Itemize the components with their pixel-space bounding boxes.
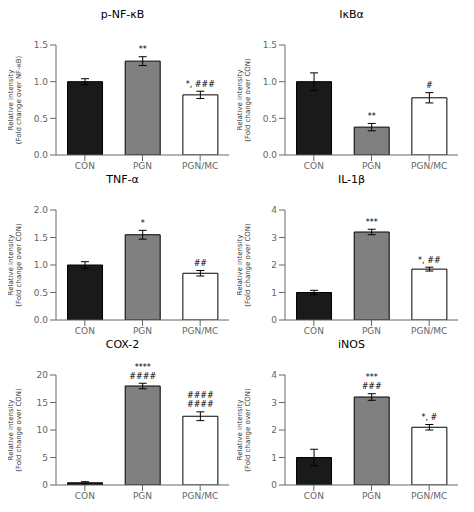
svg-text:**: ** xyxy=(139,45,147,54)
svg-text:PGN/MC: PGN/MC xyxy=(411,326,447,336)
svg-text:*, ##: *, ## xyxy=(418,256,441,265)
svg-text:Relative intensity(Fold change: Relative intensity(Fold change over CON) xyxy=(237,58,252,142)
svg-text:1.0: 1.0 xyxy=(263,77,278,87)
svg-text:*: * xyxy=(141,219,145,228)
svg-text:CON: CON xyxy=(304,491,324,501)
svg-text:***: *** xyxy=(366,218,378,227)
svg-text:CON: CON xyxy=(75,326,95,336)
svg-text:PGN/MC: PGN/MC xyxy=(182,491,218,501)
svg-text:1.5: 1.5 xyxy=(34,40,48,50)
svg-text:0.0: 0.0 xyxy=(34,315,49,325)
svg-text:0: 0 xyxy=(271,480,277,490)
svg-text:4: 4 xyxy=(271,370,277,380)
svg-text:########: ######## xyxy=(187,391,214,409)
svg-text:*, #: *, # xyxy=(421,413,437,422)
svg-text:1.5: 1.5 xyxy=(34,233,48,243)
svg-text:**: ** xyxy=(368,112,376,121)
svg-text:***###: ***### xyxy=(362,373,382,391)
svg-text:0: 0 xyxy=(42,480,48,490)
svg-text:1.5: 1.5 xyxy=(263,40,277,50)
svg-text:2.0: 2.0 xyxy=(34,205,49,215)
svg-text:#: # xyxy=(426,81,433,90)
svg-text:0.5: 0.5 xyxy=(263,114,277,124)
svg-text:CON: CON xyxy=(75,491,95,501)
svg-text:PGN/MC: PGN/MC xyxy=(182,161,218,171)
svg-text:##: ## xyxy=(194,259,208,268)
svg-text:0: 0 xyxy=(271,315,277,325)
svg-text:PGN/MC: PGN/MC xyxy=(411,161,447,171)
html-text:p-NF-κB: p-NF-κB xyxy=(100,8,145,21)
svg-text:PGN: PGN xyxy=(133,326,152,336)
html-text:COX-2: COX-2 xyxy=(105,338,140,351)
svg-text:1: 1 xyxy=(271,288,277,298)
svg-text:5: 5 xyxy=(42,453,48,463)
svg-text:CON: CON xyxy=(75,161,95,171)
svg-text:2: 2 xyxy=(271,425,277,435)
svg-text:15: 15 xyxy=(37,398,48,408)
svg-text:CON: CON xyxy=(304,326,324,336)
svg-text:Relative intensity(Fold change: Relative intensity(Fold change over CON) xyxy=(8,388,23,472)
svg-text:1.0: 1.0 xyxy=(34,260,49,270)
svg-text:Relative intensity(Fold change: Relative intensity(Fold change over NF-κ… xyxy=(8,55,23,144)
svg-text:Relative intensity(Fold change: Relative intensity(Fold change over CON) xyxy=(237,223,252,307)
svg-text:4: 4 xyxy=(271,205,277,215)
svg-text:PGN: PGN xyxy=(362,326,381,336)
svg-text:PGN: PGN xyxy=(362,491,381,501)
svg-text:0.5: 0.5 xyxy=(34,114,48,124)
svg-text:10: 10 xyxy=(37,425,49,435)
html-text:TNF-α: TNF-α xyxy=(106,173,139,186)
svg-text:CON: CON xyxy=(304,161,324,171)
svg-text:1: 1 xyxy=(271,453,277,463)
svg-text:0.5: 0.5 xyxy=(34,288,48,298)
svg-text:****####: ****#### xyxy=(129,363,156,381)
svg-text:PGN: PGN xyxy=(133,161,152,171)
svg-text:*, ###: *, ### xyxy=(186,80,215,89)
svg-text:Relative intensity(Fold change: Relative intensity(Fold change over CON) xyxy=(8,223,23,307)
svg-text:3: 3 xyxy=(271,398,277,408)
svg-text:PGN/MC: PGN/MC xyxy=(182,326,218,336)
svg-text:3: 3 xyxy=(271,233,277,243)
svg-text:Relative intensity(Fold change: Relative intensity(Fold change over CON) xyxy=(237,388,252,472)
svg-text:0.0: 0.0 xyxy=(263,150,278,160)
svg-text:PGN: PGN xyxy=(133,491,152,501)
html-text:IL-1β: IL-1β xyxy=(337,173,366,186)
svg-text:20: 20 xyxy=(37,370,49,380)
svg-text:PGN/MC: PGN/MC xyxy=(411,491,447,501)
html-text:iNOS: iNOS xyxy=(338,338,365,351)
svg-text:0.0: 0.0 xyxy=(34,150,49,160)
svg-text:1.0: 1.0 xyxy=(34,77,49,87)
html-text:IκBα: IκBα xyxy=(339,8,364,21)
svg-text:2: 2 xyxy=(271,260,277,270)
svg-text:PGN: PGN xyxy=(362,161,381,171)
